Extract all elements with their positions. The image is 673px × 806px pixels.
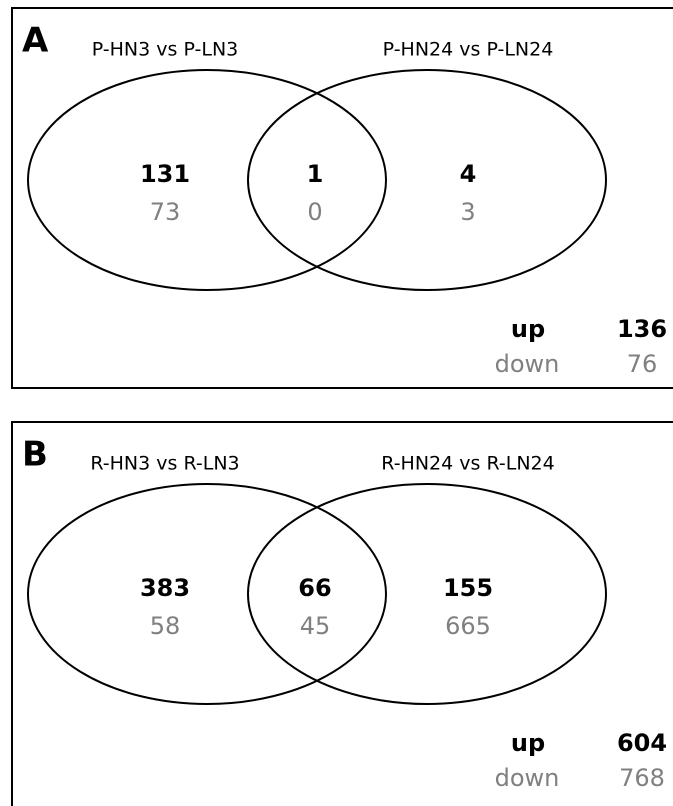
legend-up-label: up	[511, 729, 545, 757]
legend-down-total: 76	[627, 350, 658, 378]
region-down: 3	[460, 198, 475, 226]
venn-panel: A P-HN3 vs P-LN3 P-HN24 vs P-LN24 131 73 1 0 4 3…	[11, 7, 673, 389]
set-ellipse	[27, 69, 387, 291]
panel-border	[11, 421, 673, 806]
set-ellipse	[247, 69, 607, 291]
legend-up-label: up	[511, 315, 545, 343]
venn-panel: B R-HN3 vs R-LN3 R-HN24 vs R-LN24 383 58 66 45…	[11, 421, 673, 806]
set-title: P-HN24 vs P-LN24	[383, 39, 554, 61]
region-down: 0	[307, 198, 322, 226]
legend-up-total: 136	[617, 315, 667, 343]
set-title: R-HN3 vs R-LN3	[90, 453, 239, 475]
panel-border	[11, 7, 673, 389]
set-ellipse	[27, 483, 387, 705]
region-up: 155	[443, 574, 493, 602]
region-down: 73	[150, 198, 181, 226]
region-down: 665	[445, 612, 491, 640]
legend-down-total: 768	[619, 764, 665, 792]
region-down: 45	[300, 612, 331, 640]
legend-down-label: down	[495, 764, 560, 792]
legend-up-total: 604	[617, 729, 667, 757]
set-title: R-HN24 vs R-LN24	[381, 453, 554, 475]
panel-label: B	[22, 435, 48, 475]
legend-down-label: down	[495, 350, 560, 378]
region-down: 58	[150, 612, 181, 640]
region-up: 66	[298, 574, 331, 602]
region-up: 4	[460, 160, 477, 188]
region-up: 383	[140, 574, 190, 602]
set-ellipse	[247, 483, 607, 705]
set-title: P-HN3 vs P-LN3	[92, 39, 239, 61]
region-up: 1	[307, 160, 324, 188]
panel-label: A	[22, 21, 49, 61]
region-up: 131	[140, 160, 190, 188]
